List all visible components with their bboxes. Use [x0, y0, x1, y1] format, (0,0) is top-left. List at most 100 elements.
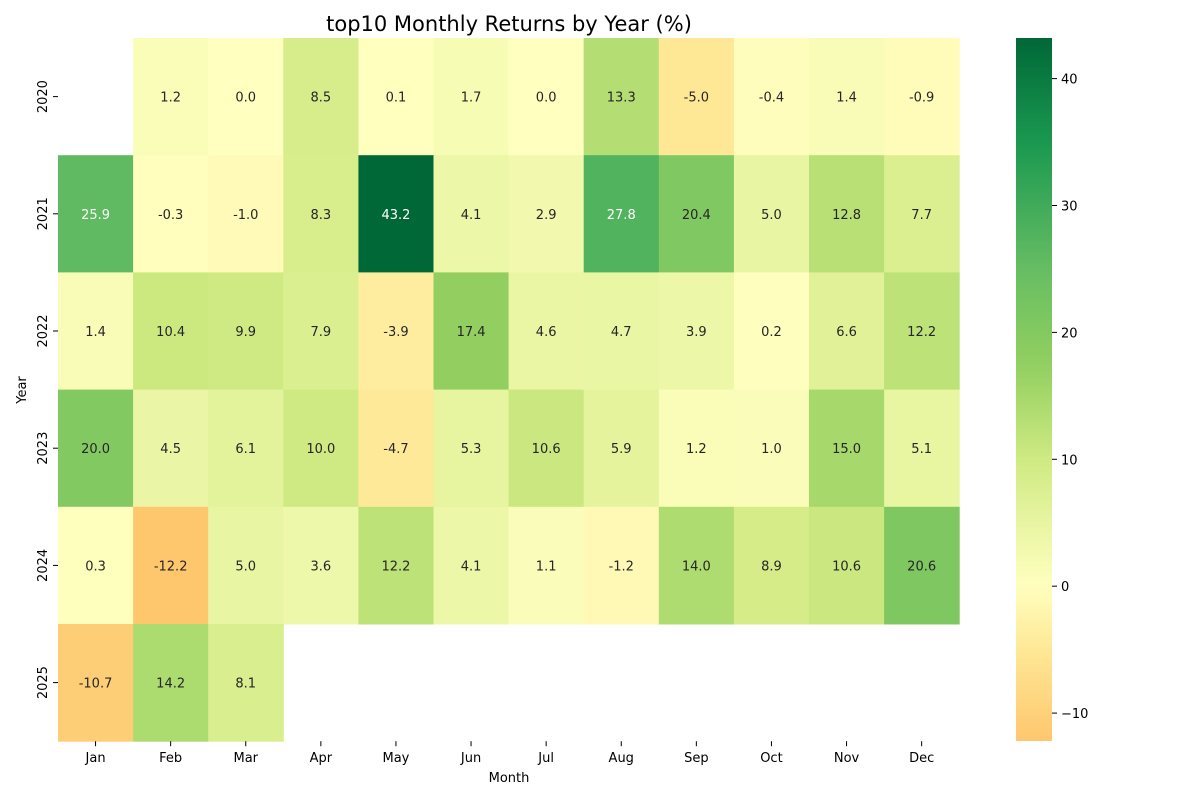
chart-title: top10 Monthly Returns by Year (%) — [326, 12, 692, 36]
heatmap-cell — [433, 506, 510, 625]
cell-value-label: 6.1 — [235, 442, 256, 457]
cell-value-label: 1.4 — [85, 325, 106, 340]
heatmap-cell — [133, 624, 209, 742]
colorbar-ticks: −10 0 10 20 30 40 — [1052, 73, 1088, 722]
x-tick-label: Mar — [233, 751, 258, 766]
cell-value-label: -0.4 — [759, 91, 784, 106]
colorbar-tick-label: 0 — [1061, 580, 1069, 595]
heatmap-cell — [433, 38, 510, 156]
x-tick-label: Apr — [310, 751, 333, 766]
cell-value-label: 10.6 — [532, 442, 561, 457]
cell-value-label: 4.1 — [461, 208, 482, 223]
heatmap-cell — [733, 389, 810, 508]
cell-value-label: 0.1 — [386, 91, 407, 106]
cell-value-label: 7.9 — [311, 325, 332, 340]
cell-value-label: 3.6 — [311, 559, 332, 574]
y-tick-label: 2021 — [36, 197, 51, 230]
cell-value-label: 10.6 — [832, 559, 861, 574]
x-tick-label: Dec — [909, 751, 934, 766]
heatmap-cell — [658, 506, 735, 625]
cell-value-label: 6.6 — [836, 325, 857, 340]
x-axis-label: Month — [489, 771, 530, 786]
cell-value-label: -0.3 — [158, 208, 183, 223]
y-tick-label: 2025 — [36, 666, 51, 699]
cell-value-label: 0.0 — [235, 91, 256, 106]
heatmap-cell — [208, 155, 284, 273]
heatmap-cell — [208, 38, 284, 156]
heatmap-cell — [809, 38, 885, 156]
heatmap-cell — [433, 155, 510, 273]
cell-value-label: 1.2 — [686, 442, 707, 457]
cell-value-label: 0.0 — [536, 91, 557, 106]
x-tick-label: May — [383, 751, 410, 766]
heatmap-cell — [658, 155, 735, 273]
cell-value-label: 5.0 — [761, 208, 782, 223]
cell-value-label: 9.9 — [235, 325, 256, 340]
colorbar-tick-label: 10 — [1061, 453, 1078, 468]
heatmap-cell — [884, 155, 960, 273]
cell-value-label: 12.2 — [907, 325, 936, 340]
cell-value-label: 8.5 — [311, 91, 332, 106]
heatmap-cell — [58, 272, 134, 391]
y-tick-label: 2024 — [36, 549, 51, 582]
heatmap-cell — [733, 155, 810, 273]
cell-value-label: 10.0 — [306, 442, 335, 457]
heatmap-cell — [133, 155, 209, 273]
cell-value-label: -1.2 — [609, 559, 634, 574]
heatmap-cell — [733, 272, 810, 391]
heatmap-cell — [658, 272, 735, 391]
heatmap-cell — [733, 38, 810, 156]
heatmap-cell — [508, 272, 585, 391]
heatmap-cell — [433, 389, 510, 508]
colorbar — [1016, 38, 1052, 741]
heatmap-cell — [358, 38, 434, 156]
heatmap-cell — [733, 506, 810, 625]
heatmap-cell — [809, 272, 885, 391]
heatmap-cell — [358, 272, 434, 391]
cell-value-label: 15.0 — [832, 442, 861, 457]
heatmap-cell — [508, 506, 585, 625]
cell-value-label: 43.2 — [381, 208, 410, 223]
cell-value-label: -0.9 — [909, 91, 934, 106]
cell-value-label: 25.9 — [81, 208, 110, 223]
y-axis-ticks: 2020 2021 2022 2023 2024 2025 — [36, 80, 58, 699]
heatmap-cell — [884, 506, 960, 625]
heatmap-cell — [133, 272, 209, 391]
cell-value-label: 1.1 — [536, 559, 557, 574]
y-tick-label: 2023 — [36, 432, 51, 465]
cell-value-label: 20.4 — [682, 208, 711, 223]
heatmap-cell — [658, 38, 735, 156]
cell-value-label: 2.9 — [536, 208, 557, 223]
cell-value-label: 5.0 — [235, 559, 256, 574]
heatmap-cell — [809, 506, 885, 625]
heatmap-cell — [508, 155, 585, 273]
x-tick-label: Nov — [834, 751, 860, 766]
cell-value-label: 4.1 — [461, 559, 482, 574]
cell-value-label: -1.0 — [233, 208, 258, 223]
cell-value-label: 5.1 — [911, 442, 932, 457]
heatmap-cell — [283, 272, 359, 391]
heatmap-cell — [358, 506, 434, 625]
heatmap-cell — [208, 272, 284, 391]
cell-value-label: 10.4 — [156, 325, 185, 340]
heatmap-cell — [884, 272, 960, 391]
cell-value-label: 14.0 — [682, 559, 711, 574]
heatmap-cell — [884, 389, 960, 508]
heatmap-cell — [58, 155, 134, 273]
heatmap-cell — [208, 389, 284, 508]
y-axis-label: Year — [15, 376, 30, 405]
heatmap-cell — [58, 506, 134, 625]
colorbar-tick-label: 20 — [1061, 326, 1078, 341]
cell-value-label: 1.2 — [160, 91, 181, 106]
x-axis-ticks: Jan Feb Mar Apr May Jun Jul Aug Sep Oct Nov Dec — [85, 741, 934, 766]
heatmap-cell — [358, 155, 434, 273]
cell-value-label: -12.2 — [154, 559, 188, 574]
x-tick-label: Oct — [760, 751, 782, 766]
heatmap-cell — [208, 506, 284, 625]
heatmap-cell — [283, 38, 359, 156]
heatmap-cell — [583, 272, 660, 391]
cell-value-label: 17.4 — [457, 325, 486, 340]
cell-value-label: 5.3 — [461, 442, 482, 457]
heatmap-cell — [508, 38, 585, 156]
